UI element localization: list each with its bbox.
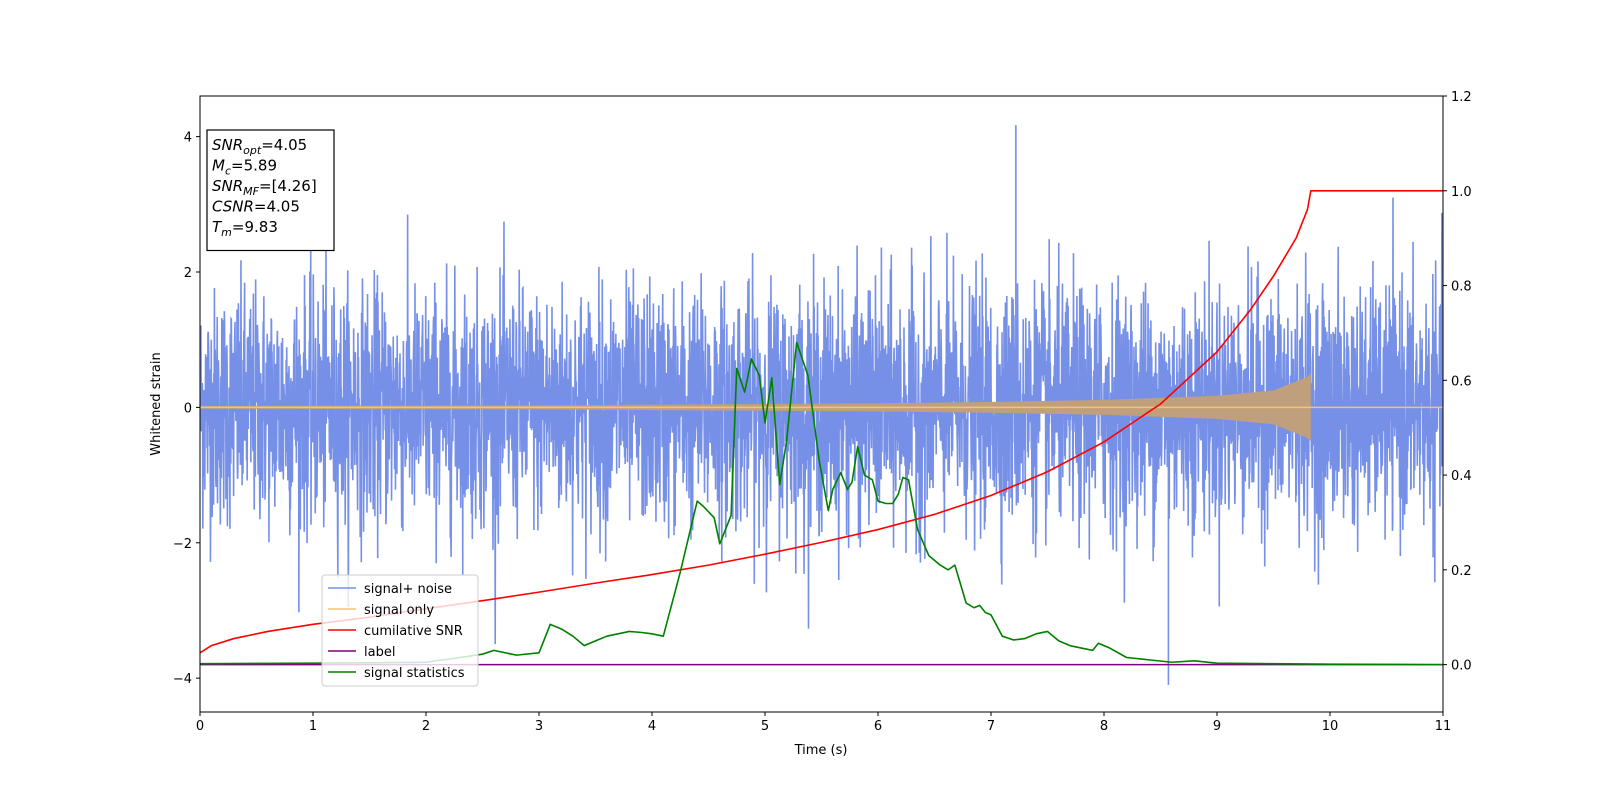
legend: signal+ noise signal only cumilative SNR la… [321,574,479,687]
x-tick-label: 7 [987,719,995,734]
x-tick-label: 6 [874,719,882,734]
x-axis: 0 1 2 3 4 5 6 7 8 9 10 11 [196,712,1451,734]
y-left-tick-label: 4 [184,131,192,146]
x-tick-label: 0 [196,719,204,734]
y-axis-left: −4 −2 0 2 4 [173,131,200,687]
y-left-tick-label: −4 [173,672,192,687]
legend-entry-label: label [364,645,395,660]
x-tick-label: 5 [761,719,769,734]
info-box-line: SNRMF=[4.26] [212,177,317,198]
y-right-tick-label: 0.0 [1451,659,1472,674]
legend-entry-label: cumilative SNR [364,624,463,639]
series-signal-statistics-line [200,341,1443,666]
x-tick-label: 8 [1100,719,1108,734]
y-left-tick-label: −2 [173,537,192,552]
info-box-frame [206,129,335,252]
x-tick-label: 1 [309,719,317,734]
x-tick-label: 4 [648,719,656,734]
y-axis-right: 0.0 0.2 0.4 0.6 0.8 1.0 1.2 [1443,90,1472,674]
info-box-line: SNRopt=4.05 [212,136,307,157]
x-tick-label: 3 [535,719,543,734]
x-tick-label: 10 [1322,719,1339,734]
legend-frame [321,574,479,687]
legend-entry-label: signal statistics [364,666,465,681]
x-axis-label: Time (s) [794,743,848,758]
info-box-line: CSNR=4.05 [212,198,300,216]
y-right-tick-label: 0.8 [1451,280,1472,295]
info-box-line: Tm=9.83 [212,218,278,239]
x-tick-label: 2 [422,719,430,734]
y-right-tick-label: 0.2 [1451,564,1472,579]
y-left-tick-label: 2 [184,266,192,281]
y-right-tick-label: 0.4 [1451,469,1472,484]
y-right-tick-label: 0.6 [1451,374,1472,389]
y-right-tick-label: 1.0 [1451,185,1472,200]
x-tick-label: 9 [1213,719,1221,734]
y-axis-label: Whitened strain [149,352,164,455]
info-box-line: Mc=5.89 [212,157,277,178]
y-right-tick-label: 1.2 [1451,90,1472,105]
y-left-tick-label: 0 [184,401,192,416]
legend-entry-label: signal only [364,603,434,618]
x-tick-label: 11 [1435,719,1452,734]
plot-frame [199,95,1444,713]
legend-entry-label: signal+ noise [364,582,452,597]
